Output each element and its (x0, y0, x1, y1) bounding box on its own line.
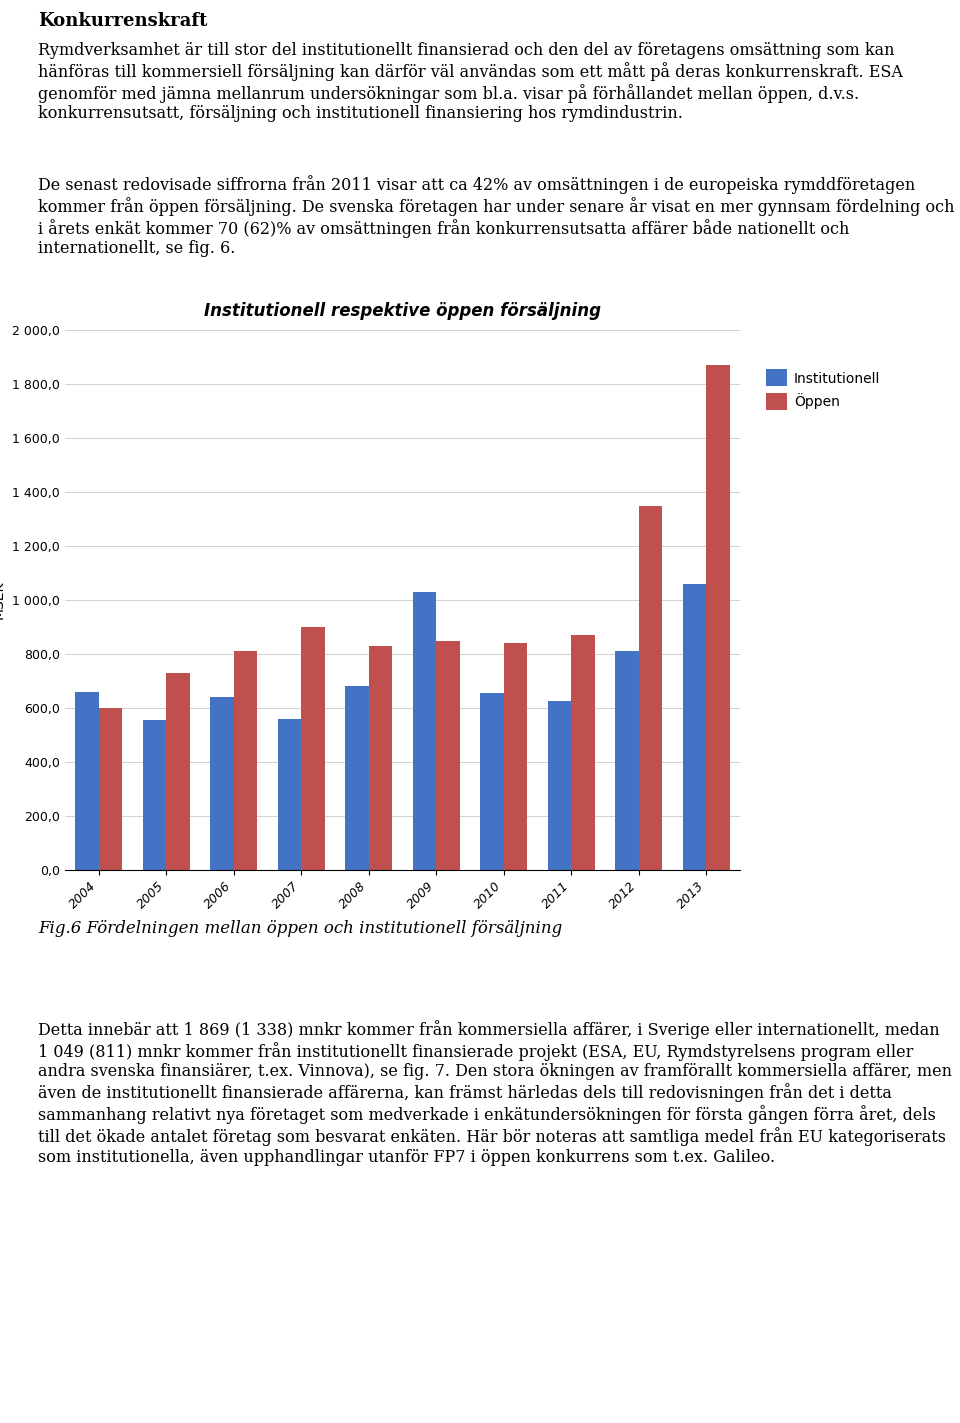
Bar (99, 709, 122, 869)
Bar (504, 643, 527, 869)
Bar (277, 719, 301, 869)
Bar (301, 628, 324, 869)
Bar (210, 697, 233, 869)
Bar (683, 583, 707, 869)
Text: De senast redovisade siffrorna från 2011 visar att ca 42% av omsättningen i de e: De senast redovisade siffrorna från 2011… (38, 175, 955, 258)
Text: Konkurrenskraft: Konkurrenskraft (38, 11, 207, 30)
Bar (615, 652, 638, 869)
Bar (75, 692, 99, 869)
Bar (233, 652, 257, 869)
Bar (346, 686, 369, 869)
Bar (369, 646, 393, 869)
Legend: Institutionell, Öppen: Institutionell, Öppen (760, 364, 886, 416)
Text: Fig.6 Fördelningen mellan öppen och institutionell försäljning: Fig.6 Fördelningen mellan öppen och inst… (38, 921, 563, 936)
Bar (707, 366, 730, 869)
Text: Rymdverksamhet är till stor del institutionellt finansierad och den del av föret: Rymdverksamhet är till stor del institut… (38, 43, 903, 122)
Bar (413, 592, 436, 869)
Bar (571, 635, 595, 869)
Bar (638, 505, 662, 869)
Bar (480, 693, 504, 869)
Bar (436, 640, 460, 869)
Title: Institutionell respektive öppen försäljning: Institutionell respektive öppen försäljn… (204, 302, 601, 320)
Y-axis label: MSEK: MSEK (0, 581, 6, 619)
Bar (547, 702, 571, 869)
Text: Detta innebär att 1 869 (1 338) mnkr kommer från kommersiella affärer, i Sverige: Detta innebär att 1 869 (1 338) mnkr kom… (38, 1020, 952, 1165)
Bar (166, 673, 190, 869)
Bar (143, 720, 166, 869)
